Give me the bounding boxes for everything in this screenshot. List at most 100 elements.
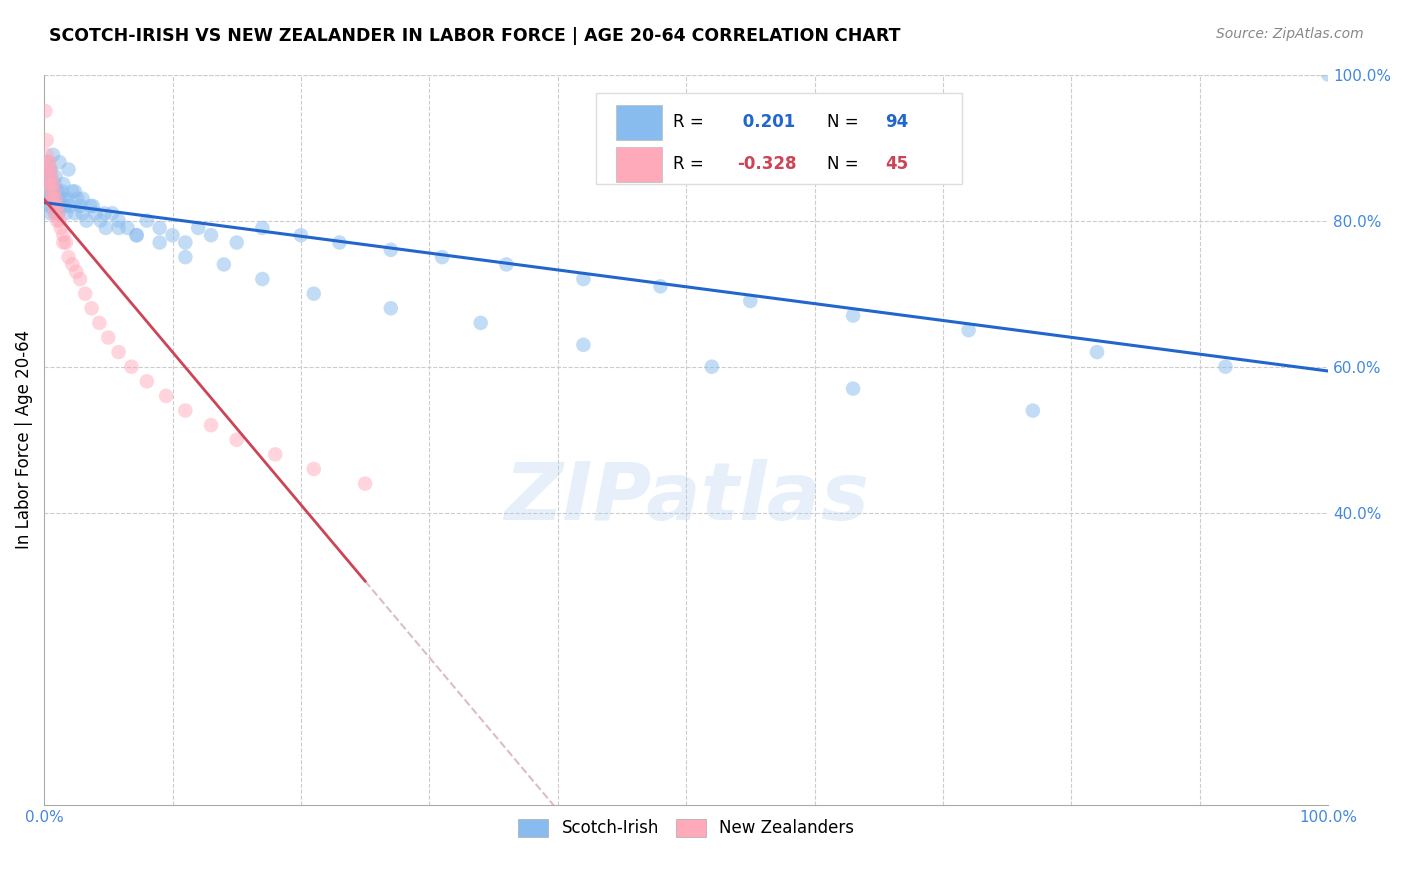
Y-axis label: In Labor Force | Age 20-64: In Labor Force | Age 20-64 xyxy=(15,330,32,549)
Point xyxy=(37,192,59,206)
Point xyxy=(328,235,350,250)
Point xyxy=(39,169,62,184)
Text: -0.328: -0.328 xyxy=(738,155,797,173)
Point xyxy=(107,213,129,227)
Point xyxy=(51,185,73,199)
Point xyxy=(354,476,377,491)
Point xyxy=(1085,345,1108,359)
Point xyxy=(37,162,59,177)
Text: ZIPatlas: ZIPatlas xyxy=(503,459,869,537)
Point xyxy=(37,169,59,184)
Point xyxy=(842,382,865,396)
Point xyxy=(44,177,66,191)
Point xyxy=(46,199,69,213)
Point xyxy=(79,199,101,213)
Point xyxy=(49,199,72,213)
Point xyxy=(44,199,66,213)
Point xyxy=(572,272,595,286)
Point xyxy=(302,462,325,476)
Point xyxy=(212,257,235,271)
Point xyxy=(174,250,197,264)
Point xyxy=(34,162,56,177)
Point xyxy=(58,250,80,264)
Point xyxy=(82,199,104,213)
Point xyxy=(42,199,65,213)
Point xyxy=(69,272,91,286)
Point xyxy=(101,206,124,220)
Point xyxy=(225,235,247,250)
Point xyxy=(45,206,67,220)
Point xyxy=(52,177,75,191)
Point xyxy=(39,185,62,199)
Point xyxy=(842,309,865,323)
Point xyxy=(46,213,69,227)
Point xyxy=(42,148,65,162)
Text: 0.201: 0.201 xyxy=(738,113,796,131)
Point xyxy=(174,235,197,250)
Point xyxy=(48,155,70,169)
Point xyxy=(45,185,67,199)
Point xyxy=(187,221,209,235)
Point xyxy=(52,192,75,206)
Point xyxy=(225,433,247,447)
Point xyxy=(97,330,120,344)
Point xyxy=(94,221,117,235)
Point xyxy=(44,192,66,206)
Point xyxy=(572,338,595,352)
Text: N =: N = xyxy=(827,155,865,173)
Point xyxy=(38,162,60,177)
Point xyxy=(60,257,83,271)
Point xyxy=(125,228,148,243)
Point xyxy=(39,162,62,177)
Point xyxy=(42,192,65,206)
Point xyxy=(58,162,80,177)
Point xyxy=(46,192,69,206)
Point xyxy=(45,169,67,184)
Point xyxy=(76,213,98,227)
Point xyxy=(120,359,142,374)
Point xyxy=(200,228,222,243)
Point xyxy=(52,235,75,250)
Point xyxy=(34,103,56,118)
Text: R =: R = xyxy=(673,113,709,131)
Point xyxy=(46,185,69,199)
Point xyxy=(107,345,129,359)
Point xyxy=(42,185,65,199)
FancyBboxPatch shape xyxy=(596,93,962,184)
Point xyxy=(162,228,184,243)
Point xyxy=(117,221,139,235)
Point xyxy=(46,206,69,220)
Point xyxy=(39,192,62,206)
Point xyxy=(37,155,59,169)
Point xyxy=(107,221,129,235)
Point xyxy=(35,133,58,147)
Point xyxy=(149,235,172,250)
Point xyxy=(38,177,60,191)
Point xyxy=(48,213,70,227)
Point xyxy=(56,192,79,206)
Point xyxy=(37,169,59,184)
Point xyxy=(302,286,325,301)
Point xyxy=(72,206,94,220)
Text: R =: R = xyxy=(673,155,709,173)
Point xyxy=(380,243,402,257)
Point xyxy=(93,206,115,220)
Point xyxy=(84,206,107,220)
Point xyxy=(38,155,60,169)
Point xyxy=(650,279,672,293)
Point xyxy=(44,206,66,220)
Point xyxy=(1317,68,1340,82)
Point xyxy=(55,206,77,220)
Text: 45: 45 xyxy=(886,155,908,173)
Point xyxy=(42,177,65,191)
Point xyxy=(48,192,70,206)
Point xyxy=(252,221,274,235)
Text: 94: 94 xyxy=(886,113,908,131)
Point xyxy=(45,192,67,206)
Point xyxy=(63,206,86,220)
Point xyxy=(39,177,62,191)
FancyBboxPatch shape xyxy=(616,146,662,183)
Point xyxy=(72,192,94,206)
Point xyxy=(59,199,82,213)
Point xyxy=(35,177,58,191)
